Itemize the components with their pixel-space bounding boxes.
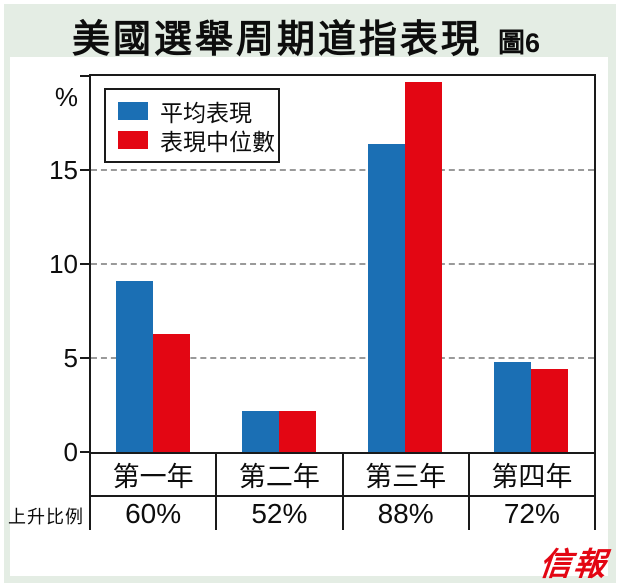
bar-median-year-3 bbox=[404, 81, 442, 452]
legend-label-median: 表現中位數 bbox=[160, 129, 275, 155]
figure-number-label: 圖6 bbox=[498, 28, 541, 58]
publisher-logo: 信報 bbox=[537, 546, 610, 582]
bar-median-year-2 bbox=[278, 410, 316, 452]
category-year-4: 第四年 bbox=[467, 454, 594, 495]
x-axis-category-row: 第一年 第二年 第三年 第四年 bbox=[89, 452, 596, 497]
gridline-15 bbox=[91, 169, 594, 171]
rise-ratio-year-4: 72% bbox=[467, 497, 594, 530]
legend-item-average: 平均表現 bbox=[118, 99, 272, 126]
bar-average-year-3 bbox=[367, 143, 405, 452]
page-title: 美國選舉周期道指表現 bbox=[72, 19, 483, 61]
gridline-5 bbox=[91, 357, 594, 359]
y-axis-tick-0 bbox=[80, 451, 89, 453]
y-axis-unit-label: % bbox=[54, 82, 78, 112]
rise-ratio-row-label: 上升比例 bbox=[8, 507, 84, 527]
y-axis-tick-10 bbox=[80, 263, 89, 265]
y-axis-label-10: 10 bbox=[49, 249, 78, 279]
rise-ratio-year-2: 52% bbox=[215, 497, 341, 530]
bar-median-year-1 bbox=[152, 333, 190, 452]
rise-ratio-year-1: 60% bbox=[89, 497, 215, 530]
header: 美國選舉周期道指表現 圖6 bbox=[72, 8, 540, 61]
y-axis-label-0: 0 bbox=[63, 437, 78, 467]
gridline-10 bbox=[91, 263, 594, 265]
category-year-1: 第一年 bbox=[112, 462, 194, 492]
legend-swatch-blue bbox=[118, 102, 148, 120]
legend-swatch-red bbox=[118, 131, 148, 149]
y-axis-tick-15 bbox=[80, 169, 89, 171]
legend: 平均表現 表現中位數 bbox=[104, 88, 280, 163]
y-axis-label-5: 5 bbox=[63, 343, 78, 373]
rise-ratio-year-3: 88% bbox=[341, 497, 468, 530]
rise-ratio-row: 60% 52% 88% 72% bbox=[89, 497, 596, 530]
bar-median-year-4 bbox=[530, 369, 568, 452]
legend-item-median: 表現中位數 bbox=[118, 128, 275, 155]
bar-average-year-1 bbox=[115, 280, 153, 452]
category-year-3: 第三年 bbox=[341, 454, 468, 495]
y-axis-tick-20 bbox=[80, 75, 89, 77]
y-axis-label-15: 15 bbox=[49, 155, 78, 185]
bar-average-year-2 bbox=[241, 410, 279, 452]
bar-average-year-4 bbox=[493, 361, 531, 452]
legend-label-average: 平均表現 bbox=[160, 100, 252, 126]
y-axis-tick-5 bbox=[80, 357, 89, 359]
category-year-2: 第二年 bbox=[215, 454, 341, 495]
